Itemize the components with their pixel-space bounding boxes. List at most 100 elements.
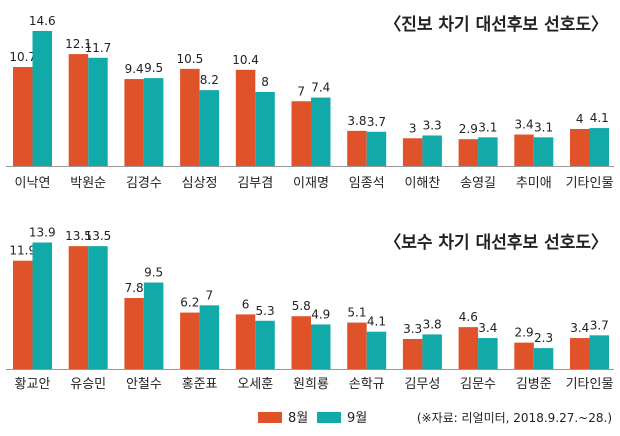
legend: 8월 9월: [258, 411, 367, 426]
bar-value-label: 3.4: [515, 118, 534, 132]
bar-value-label: 3.8: [347, 114, 366, 128]
bar-value-label: 9.5: [144, 266, 163, 280]
category-label: 손학규: [349, 377, 385, 392]
chart-title-conservative: 〈보수 차기 대선후보 선호도〉: [384, 232, 608, 253]
bar-aug: [514, 134, 534, 166]
category-label: 오세훈: [237, 377, 273, 392]
bar-value-label: 4.9: [311, 307, 330, 321]
bar-value-label: 13.9: [29, 226, 56, 240]
category-label: 이재명: [293, 176, 329, 191]
category-label: 유승민: [70, 377, 106, 392]
source-note: (※자료: 리얼미터, 2018.9.27.~28.): [417, 411, 612, 425]
bar-value-label: 4.6: [459, 310, 478, 324]
bar-aug: [180, 312, 200, 369]
category-label: 안철수: [126, 377, 162, 392]
legend-swatch-aug: [258, 412, 282, 423]
bar-value-label: 3.7: [367, 115, 386, 129]
legend-label-sep: 9월: [347, 411, 367, 426]
bar-sep: [422, 334, 442, 369]
bar-sep: [533, 348, 554, 369]
bar-value-label: 9.4: [125, 62, 144, 76]
bar-sep: [88, 57, 108, 166]
bar-value-label: 3.4: [478, 321, 497, 335]
bar-value-label: 10.5: [176, 52, 203, 66]
bar-value-label: 4.1: [590, 111, 609, 125]
bar-value-label: 3.4: [570, 321, 589, 335]
bar-sep: [311, 324, 331, 369]
bar-aug: [347, 322, 367, 369]
bar-aug: [402, 138, 423, 166]
bar-value-label: 6.2: [180, 296, 199, 310]
category-label: 기타인물: [566, 377, 614, 392]
bar-aug: [570, 129, 590, 166]
bar-sep: [478, 137, 498, 166]
bar-value-label: 8.2: [200, 73, 219, 87]
bar-value-label: 9.5: [144, 61, 163, 75]
bar-sep: [143, 78, 164, 166]
bar-sep: [533, 137, 554, 166]
bar-value-label: 10.4: [232, 53, 259, 67]
bar-sep: [199, 305, 220, 369]
bar-sep: [32, 242, 52, 369]
bar-value-label: 3.8: [423, 317, 442, 331]
bar-sep: [366, 131, 387, 166]
bar-value-label: 3.3: [423, 118, 442, 132]
category-label: 김문수: [460, 377, 496, 392]
bar-aug: [180, 68, 200, 166]
bar-value-label: 5.8: [292, 299, 311, 313]
bar-value-label: 7.4: [311, 81, 330, 95]
bar-aug: [13, 260, 33, 369]
bar-aug: [68, 54, 89, 167]
category-label: 이해찬: [404, 176, 440, 191]
bar-value-label: 4: [576, 112, 584, 126]
bar-value-label: 3: [409, 121, 417, 135]
legend-label-aug: 8월: [288, 411, 308, 426]
category-label: 박원순: [70, 176, 106, 191]
bar-value-label: 5.3: [256, 304, 275, 318]
bar-sep: [311, 97, 331, 166]
bar-value-label: 12.1: [65, 37, 92, 51]
bar-value-label: 7.8: [125, 281, 144, 295]
bar-value-label: 13.5: [85, 229, 112, 243]
bar-value-label: 3.7: [590, 318, 609, 332]
bar-value-label: 3.1: [534, 120, 553, 134]
category-label: 심상정: [182, 176, 218, 191]
bar-aug: [458, 139, 479, 166]
bar-value-label: 6: [242, 297, 250, 311]
bar-aug: [68, 246, 89, 369]
bar-sep: [32, 30, 52, 167]
bar-value-label: 13.5: [65, 229, 92, 243]
category-label: 김병준: [516, 377, 552, 392]
bar-value-label: 10.7: [9, 50, 36, 64]
bar-aug: [235, 314, 256, 369]
category-label: 추미애: [516, 176, 552, 191]
category-label: 송영길: [460, 176, 496, 191]
category-label: 김경수: [126, 176, 162, 191]
bar-sep: [366, 331, 387, 369]
bar-sep: [422, 135, 442, 166]
bar-aug: [458, 327, 479, 369]
category-label: 김부겸: [237, 176, 273, 191]
bar-value-label: 3.1: [478, 120, 497, 134]
category-label: 이낙연: [15, 176, 51, 191]
category-label: 기타인물: [566, 176, 614, 191]
category-label: 임종석: [349, 176, 385, 191]
bar-value-label: 14.6: [29, 14, 56, 28]
bar-aug: [235, 69, 256, 166]
bar-value-label: 2.9: [515, 326, 534, 340]
bar-sep: [255, 92, 275, 166]
bar-value-label: 5.1: [347, 306, 366, 320]
bar-value-label: 8: [261, 75, 269, 89]
bar-sep: [589, 335, 609, 369]
bar-aug: [124, 298, 144, 369]
bar-value-label: 4.1: [367, 315, 386, 329]
bar-value-label: 2.3: [534, 331, 553, 345]
bar-sep: [255, 320, 275, 369]
category-label: 원희룡: [293, 377, 329, 392]
bar-sep: [589, 128, 609, 166]
category-label: 김무성: [404, 377, 440, 392]
bar-value-label: 11.9: [9, 244, 36, 258]
